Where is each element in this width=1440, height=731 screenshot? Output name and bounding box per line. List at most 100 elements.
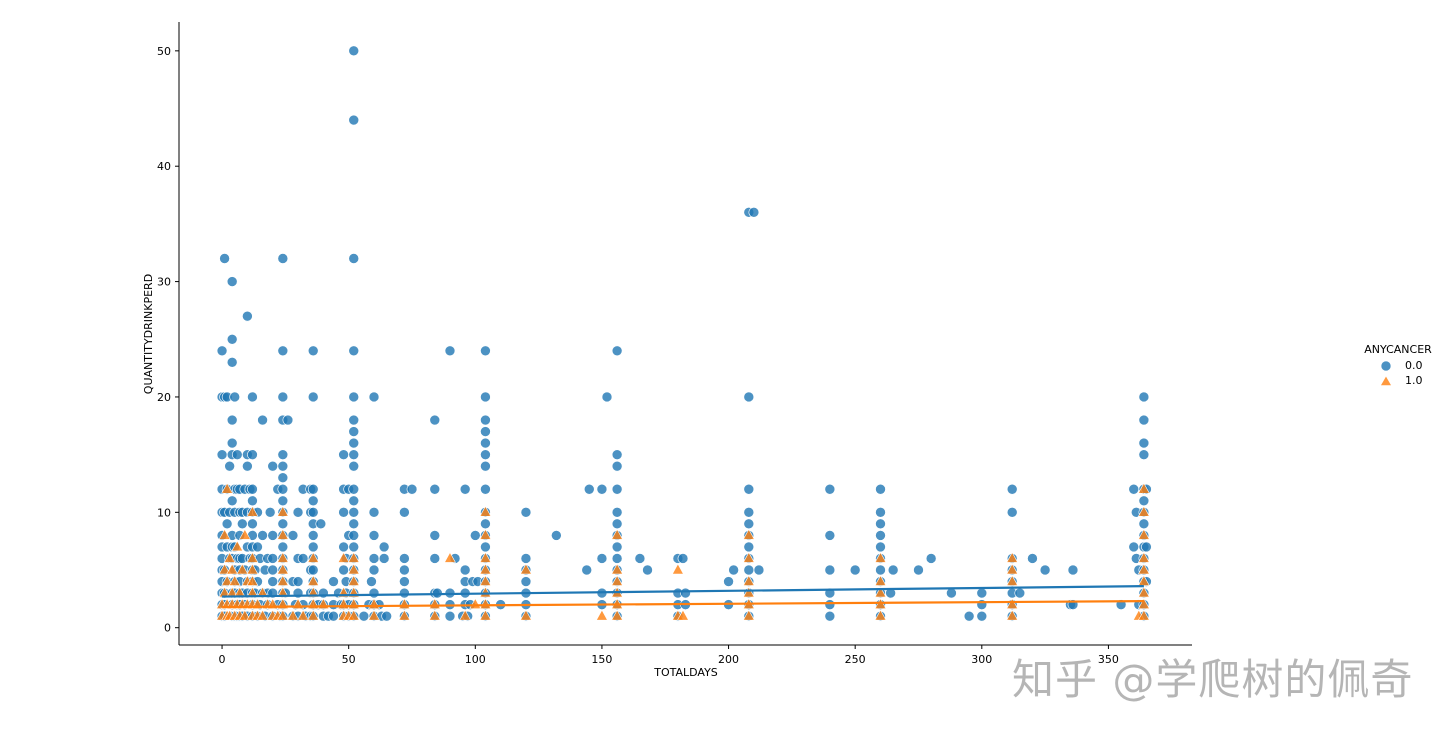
point-series-0-282 [480,460,491,472]
point-series-0-66 [237,518,248,530]
point-series-0-94 [247,391,258,403]
point-series-0-349 [824,564,836,576]
point-series-0-170 [307,507,319,518]
point-series-0-404 [1138,495,1150,507]
point-series-0-302 [596,553,608,564]
legend-label-1: 1.0 [1405,374,1423,387]
point-series-0-240 [399,587,410,599]
point-series-0-173 [307,391,319,403]
point-series-1-31 [246,551,259,563]
point-series-0-130 [277,518,289,530]
point-series-0-250 [429,553,441,564]
point-series-0-316 [611,460,623,472]
point-series-1-61 [337,551,350,563]
point-series-1-113 [1006,551,1019,563]
point-series-0-168 [307,530,319,541]
point-series-0-379 [1006,507,1018,518]
point-series-1-104 [874,609,887,621]
x-tick-label-0: 0 [219,653,226,666]
x-tick-label-100: 100 [465,653,486,666]
point-series-0-366 [913,564,924,576]
x-tick-label-250: 250 [845,653,866,666]
point-series-1-123 [1137,482,1150,494]
point-series-0-313 [611,518,623,530]
point-series-0-408 [1138,414,1150,426]
point-series-0-138 [277,391,289,403]
point-series-0-38 [226,357,238,368]
point-series-1-49 [286,609,299,621]
point-series-0-406 [1138,449,1150,460]
point-series-1-23 [238,528,251,540]
point-series-0-344 [748,207,760,218]
point-series-0-133 [277,483,289,495]
point-series-1-102 [742,551,755,563]
x-tick-label-150: 150 [591,653,612,666]
point-series-1-111 [1006,574,1019,586]
point-series-0-389 [1128,483,1140,495]
regression-line-1 [222,600,1144,609]
point-series-1-86 [519,609,532,621]
point-series-1-110 [1006,597,1019,609]
point-series-1-41 [276,609,289,621]
point-series-0-215 [348,426,360,437]
y-ticks: 0 10 20 30 40 50 [157,45,179,635]
x-tick-label-50: 50 [342,653,356,666]
point-series-0-99 [252,541,263,553]
point-series-0-368 [946,587,957,599]
point-series-0-221 [348,45,360,57]
point-series-0-167 [307,541,319,553]
point-series-0-361 [875,518,886,530]
point-series-1-117 [1137,586,1150,598]
point-series-0-380 [1006,483,1018,495]
point-series-1-45 [276,563,289,575]
point-series-0-188 [338,564,349,576]
point-series-0-134 [277,472,289,484]
x-tick-label-350: 350 [1098,653,1119,666]
points-layer [216,45,1152,622]
point-series-1-30 [246,563,259,575]
point-series-0-39 [226,333,238,345]
point-series-0-114 [267,576,279,587]
point-series-0-283 [480,449,491,460]
point-series-0-190 [338,507,349,518]
point-series-1-116 [1137,597,1150,609]
point-series-1-84 [479,528,492,540]
point-series-0-388 [1128,541,1140,553]
point-series-0-111 [264,507,276,518]
point-series-0-237 [381,610,392,622]
point-series-0-22 [221,518,233,530]
point-series-0-255 [444,610,456,622]
point-series-0-303 [596,483,608,495]
point-series-0-224 [366,576,377,587]
point-series-0-220 [348,114,360,126]
point-series-0-299 [583,483,595,495]
point-series-0-339 [743,518,755,530]
point-series-0-318 [611,345,623,357]
point-series-0-211 [348,483,360,495]
point-series-0-382 [1027,553,1038,564]
point-series-0-219 [348,253,360,264]
point-series-0-244 [399,507,410,518]
point-series-0-360 [875,530,886,541]
point-series-0-269 [470,530,481,541]
point-series-1-3 [218,563,231,575]
point-series-0-281 [480,483,491,495]
point-series-0-231 [368,507,380,518]
point-series-0-383 [1039,564,1051,576]
point-series-0-218 [348,345,360,357]
point-series-0-346 [824,610,836,622]
point-series-1-108 [874,551,887,563]
point-series-0-329 [723,576,734,587]
point-series-1-112 [1006,563,1019,575]
point-series-0-236 [378,541,390,553]
point-series-0-304 [601,391,613,403]
point-series-0-327 [680,587,691,599]
point-series-1-29 [246,574,259,586]
point-series-0-345 [753,564,765,576]
point-series-0-293 [520,576,532,587]
point-series-0-183 [328,576,339,587]
point-series-0-347 [824,599,836,610]
point-series-0-132 [277,495,289,507]
point-series-0-89 [247,518,258,530]
